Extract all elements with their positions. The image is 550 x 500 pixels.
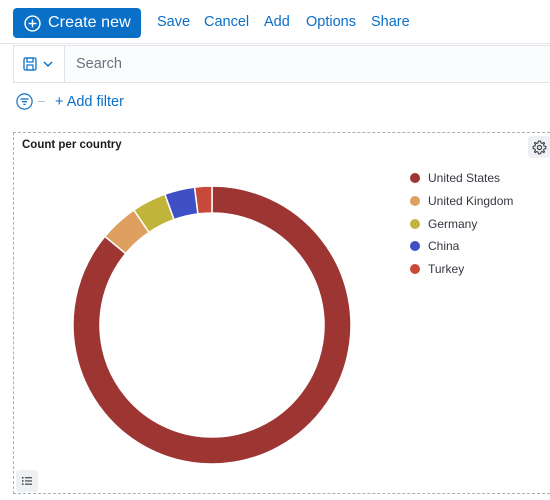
legend-label: China (428, 239, 460, 254)
donut-chart (72, 185, 352, 465)
legend-item-china[interactable]: China (410, 235, 513, 258)
legend-swatch (410, 264, 420, 275)
legend-swatch (410, 173, 420, 184)
save-icon (23, 57, 37, 71)
donut-slice-united-states[interactable] (72, 185, 352, 465)
share-link[interactable]: Share (371, 14, 410, 30)
legend-swatch (410, 196, 420, 207)
legend-swatch (410, 241, 420, 252)
legend-label: Germany (428, 216, 478, 231)
filter-separator (38, 101, 45, 102)
filter-icon (16, 93, 33, 110)
search-input[interactable] (66, 46, 550, 82)
top-nav-bar: Create new Save Cancel Add Options Share (0, 0, 550, 44)
visualization-panel: Count per country United States United Ki… (13, 132, 550, 494)
gear-icon (532, 140, 546, 154)
list-icon (22, 477, 32, 485)
panel-title: Count per country (22, 139, 122, 151)
legend-item-united-states[interactable]: United States (410, 167, 513, 190)
legend-swatch (410, 218, 420, 229)
saved-query-button[interactable] (14, 46, 65, 82)
legend-label: United States (428, 171, 501, 186)
plus-circle-icon (24, 14, 41, 32)
legend-item-germany[interactable]: Germany (410, 212, 513, 235)
create-new-button[interactable]: Create new (13, 8, 141, 38)
add-filter-link[interactable]: + Add filter (55, 94, 124, 110)
chart-legend: United States United Kingdom Germany China T… (410, 167, 513, 280)
legend-toggle-button[interactable] (16, 470, 38, 492)
filter-menu-button[interactable] (16, 93, 33, 110)
add-link[interactable]: Add (264, 14, 290, 30)
cancel-link[interactable]: Cancel (204, 14, 250, 30)
save-link[interactable]: Save (157, 14, 191, 30)
options-link[interactable]: Options (306, 14, 356, 30)
create-new-label: Create new (48, 14, 131, 31)
query-bar (13, 45, 550, 83)
legend-item-united-kingdom[interactable]: United Kingdom (410, 190, 513, 213)
chevron-down-icon (43, 61, 53, 68)
panel-options-button[interactable] (528, 136, 550, 158)
donut-slice-turkey[interactable] (193, 185, 213, 215)
filter-bar: + Add filter (0, 84, 550, 120)
legend-label: United Kingdom (428, 194, 514, 209)
legend-item-turkey[interactable]: Turkey (410, 258, 513, 281)
legend-label: Turkey (428, 262, 465, 277)
